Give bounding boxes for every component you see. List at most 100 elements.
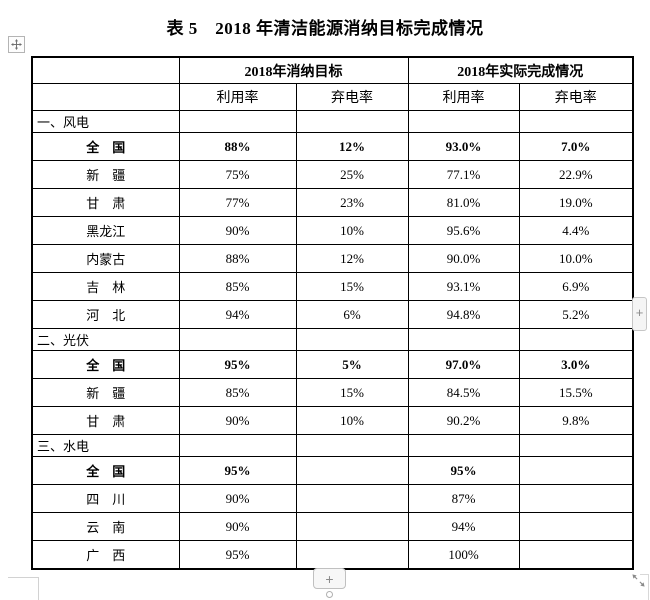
value-cell[interactable]: 75% <box>178 160 297 189</box>
table-cell[interactable] <box>518 328 634 351</box>
value-cell[interactable]: 90.0% <box>407 244 520 273</box>
region-cell[interactable]: 全 国 <box>31 350 180 379</box>
value-cell[interactable]: 94% <box>407 512 520 541</box>
value-cell[interactable]: 6% <box>295 300 409 329</box>
value-cell[interactable]: 95% <box>407 456 520 485</box>
value-cell[interactable]: 88% <box>178 132 297 161</box>
sub-header-utilization-actual[interactable]: 利用率 <box>407 83 520 111</box>
value-cell[interactable]: 10% <box>295 216 409 245</box>
value-cell[interactable]: 12% <box>295 244 409 273</box>
section-label[interactable]: 一、风电 <box>31 110 180 133</box>
value-cell[interactable]: 100% <box>407 540 520 570</box>
value-cell[interactable]: 84.5% <box>407 378 520 407</box>
value-cell[interactable] <box>295 456 409 485</box>
table-cell[interactable] <box>407 110 520 133</box>
region-cell[interactable]: 云 南 <box>31 512 180 541</box>
value-cell[interactable]: 95% <box>178 540 297 570</box>
value-cell[interactable]: 95.6% <box>407 216 520 245</box>
table-cell[interactable] <box>178 328 297 351</box>
table-row: 黑龙江 90% 10% 95.6% 4.4% <box>31 216 634 245</box>
value-cell[interactable]: 95% <box>178 350 297 379</box>
value-cell[interactable]: 90% <box>178 484 297 513</box>
region-cell[interactable]: 广 西 <box>31 540 180 570</box>
region-cell[interactable]: 内蒙古 <box>31 244 180 273</box>
value-cell[interactable]: 97.0% <box>407 350 520 379</box>
sub-header-utilization-target[interactable]: 利用率 <box>178 83 297 111</box>
value-cell[interactable]: 19.0% <box>518 188 634 217</box>
value-cell[interactable]: 85% <box>178 378 297 407</box>
add-row-button[interactable]: + <box>313 568 346 589</box>
value-cell[interactable] <box>518 540 634 570</box>
region-cell[interactable]: 四 川 <box>31 484 180 513</box>
value-cell[interactable]: 15% <box>295 378 409 407</box>
table-cell[interactable] <box>178 110 297 133</box>
section-label[interactable]: 三、水电 <box>31 434 180 457</box>
sub-header-empty[interactable] <box>31 83 180 111</box>
value-cell[interactable]: 94% <box>178 300 297 329</box>
region-cell[interactable]: 新 疆 <box>31 160 180 189</box>
region-cell[interactable]: 新 疆 <box>31 378 180 407</box>
table-move-handle[interactable] <box>8 36 25 53</box>
header-cell-empty[interactable] <box>31 56 180 84</box>
value-cell[interactable]: 15.5% <box>518 378 634 407</box>
table-cell[interactable] <box>518 110 634 133</box>
value-cell[interactable] <box>518 512 634 541</box>
value-cell[interactable]: 5.2% <box>518 300 634 329</box>
value-cell[interactable]: 87% <box>407 484 520 513</box>
table-cell[interactable] <box>407 328 520 351</box>
value-cell[interactable]: 10.0% <box>518 244 634 273</box>
region-cell[interactable]: 河 北 <box>31 300 180 329</box>
table-cell[interactable] <box>295 110 409 133</box>
value-cell[interactable]: 10% <box>295 406 409 435</box>
value-cell[interactable]: 94.8% <box>407 300 520 329</box>
value-cell[interactable]: 25% <box>295 160 409 189</box>
region-cell[interactable]: 甘 肃 <box>31 406 180 435</box>
value-cell[interactable]: 23% <box>295 188 409 217</box>
header-group-target[interactable]: 2018年消纳目标 <box>178 56 409 84</box>
value-cell[interactable]: 77.1% <box>407 160 520 189</box>
value-cell[interactable] <box>295 512 409 541</box>
value-cell[interactable]: 77% <box>178 188 297 217</box>
value-cell[interactable]: 95% <box>178 456 297 485</box>
value-cell[interactable]: 6.9% <box>518 272 634 301</box>
table-cell[interactable] <box>178 434 297 457</box>
value-cell[interactable]: 9.8% <box>518 406 634 435</box>
value-cell[interactable] <box>518 456 634 485</box>
value-cell[interactable]: 85% <box>178 272 297 301</box>
value-cell[interactable]: 90% <box>178 512 297 541</box>
table-cell[interactable] <box>295 328 409 351</box>
table-cell[interactable] <box>295 434 409 457</box>
value-cell[interactable]: 90% <box>178 406 297 435</box>
sub-header-curtailment-actual[interactable]: 弃电率 <box>518 83 634 111</box>
value-cell[interactable]: 15% <box>295 272 409 301</box>
table-resize-handle[interactable] <box>630 572 647 589</box>
value-cell[interactable]: 81.0% <box>407 188 520 217</box>
table-cell[interactable] <box>518 434 634 457</box>
value-cell[interactable]: 5% <box>295 350 409 379</box>
section-row: 二、光伏 <box>31 328 634 351</box>
value-cell[interactable]: 22.9% <box>518 160 634 189</box>
add-column-button[interactable]: + <box>632 297 647 331</box>
value-cell[interactable]: 93.1% <box>407 272 520 301</box>
sub-header-curtailment-target[interactable]: 弃电率 <box>295 83 409 111</box>
value-cell[interactable]: 90% <box>178 216 297 245</box>
value-cell[interactable]: 93.0% <box>407 132 520 161</box>
region-cell[interactable]: 吉 林 <box>31 272 180 301</box>
value-cell[interactable]: 3.0% <box>518 350 634 379</box>
value-cell[interactable]: 88% <box>178 244 297 273</box>
table-cell[interactable] <box>407 434 520 457</box>
page-corner-mark-left <box>8 577 39 600</box>
value-cell[interactable] <box>295 540 409 570</box>
value-cell[interactable]: 7.0% <box>518 132 634 161</box>
value-cell[interactable]: 90.2% <box>407 406 520 435</box>
region-cell[interactable]: 全 国 <box>31 456 180 485</box>
section-label[interactable]: 二、光伏 <box>31 328 180 351</box>
region-cell[interactable]: 甘 肃 <box>31 188 180 217</box>
region-cell[interactable]: 全 国 <box>31 132 180 161</box>
region-cell[interactable]: 黑龙江 <box>31 216 180 245</box>
value-cell[interactable]: 4.4% <box>518 216 634 245</box>
value-cell[interactable]: 12% <box>295 132 409 161</box>
value-cell[interactable] <box>518 484 634 513</box>
header-group-actual[interactable]: 2018年实际完成情况 <box>407 56 634 84</box>
value-cell[interactable] <box>295 484 409 513</box>
